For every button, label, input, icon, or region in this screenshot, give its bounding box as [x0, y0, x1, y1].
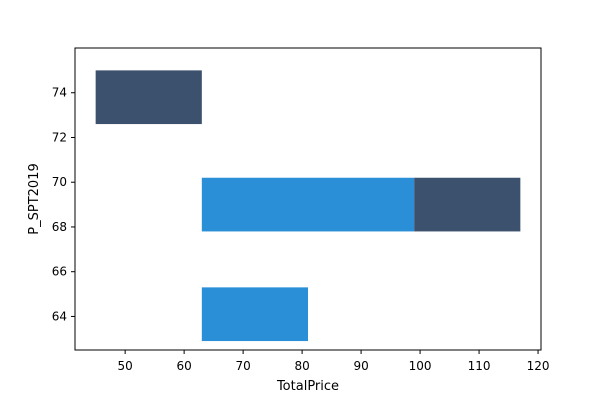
x-tick-label: 90: [353, 359, 368, 373]
y-tick-label: 72: [52, 130, 67, 144]
y-tick-label: 66: [52, 265, 67, 279]
y-axis-ticks: 64 66 68 70 72 74: [52, 86, 75, 323]
x-tick-label: 80: [294, 359, 309, 373]
x-axis-ticks: 50 60 70 80 90 100 110 120: [117, 350, 550, 373]
x-tick-label: 120: [527, 359, 550, 373]
x-tick-label: 70: [235, 359, 250, 373]
x-tick-label: 100: [409, 359, 432, 373]
heatmap-cell-3: [201, 287, 308, 342]
heatmap-cells: [95, 70, 521, 342]
x-tick-label: 60: [176, 359, 191, 373]
x-axis-label: TotalPrice: [276, 379, 339, 394]
heatmap-cell-1: [201, 177, 415, 232]
plot-frame: [74, 47, 542, 351]
y-axis-label: P_SPT2019: [27, 163, 42, 234]
x-tick-label: 50: [117, 359, 132, 373]
y-tick-label: 70: [52, 175, 67, 189]
y-tick-label: 64: [52, 309, 67, 323]
x-tick-label: 110: [468, 359, 491, 373]
heatmap-cell-0: [95, 70, 202, 125]
y-tick-label: 74: [52, 86, 67, 100]
heatmap-cell-2: [414, 177, 521, 232]
y-tick-label: 68: [52, 220, 67, 234]
